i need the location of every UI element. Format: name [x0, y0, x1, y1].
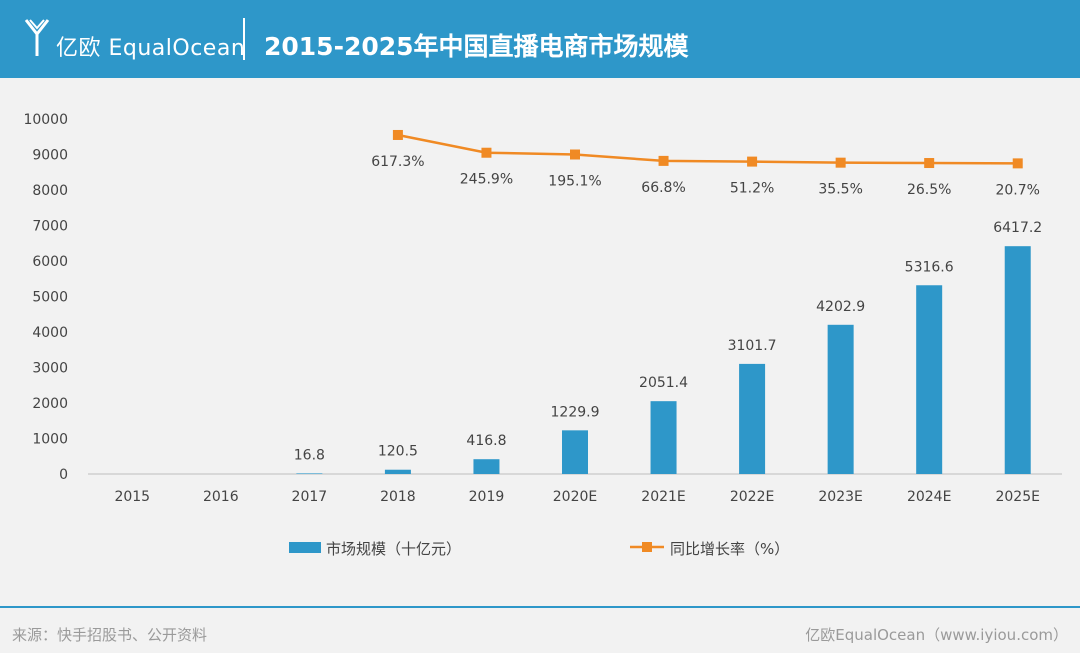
- bar-value-label: 5316.6: [905, 259, 954, 275]
- x-tick-label: 2025E: [995, 489, 1039, 505]
- line-series: 617.3% 245.9% 195.1% 66.8% 51.2% 35.5% 26.5% 20…: [371, 129, 1040, 198]
- legend-bar-swatch: [289, 542, 321, 553]
- bar-value-label: 416.8: [466, 433, 506, 449]
- x-tick-label: 2020E: [553, 489, 597, 505]
- chart-svg: 0 1000 2000 3000 4000 5000 6000 7000 8000 9000 100…: [23, 112, 1062, 558]
- x-tick-label: 2017: [292, 489, 328, 505]
- x-axis: 2015 2016 2017 2018 2019 2020E 2021E 2022E 2023E…: [88, 473, 1062, 505]
- x-tick-label: 2019: [469, 489, 505, 505]
- bar: [473, 459, 500, 474]
- equalocean-logo-icon: [24, 19, 50, 56]
- bar-value-label: 3101.7: [728, 338, 777, 354]
- legend-bar-label: 市场规模（十亿元）: [326, 540, 461, 558]
- legend-line-label: 同比增长率（%）: [670, 540, 789, 558]
- chart-area: 0 1000 2000 3000 4000 5000 6000 7000 8000 9000 100…: [0, 78, 1080, 606]
- y-tick-label: 9000: [32, 148, 68, 164]
- line-point: [835, 157, 846, 168]
- x-tick-label: 2018: [380, 489, 416, 505]
- line-value-label: 51.2%: [730, 181, 774, 197]
- line-point: [924, 158, 935, 169]
- bar: [650, 401, 677, 474]
- header-bar: 亿欧 EqualOcean 2015-2025年中国直播电商市场规模: [0, 0, 1080, 78]
- y-tick-label: 0: [59, 467, 68, 483]
- y-tick-label: 3000: [32, 361, 68, 377]
- bar: [827, 324, 854, 474]
- line-point: [747, 156, 758, 167]
- line-value-label: 35.5%: [818, 182, 862, 198]
- growth-line: [397, 133, 1018, 165]
- y-tick-label: 5000: [32, 290, 68, 306]
- page-title: 2015-2025年中国直播电商市场规模: [264, 32, 689, 61]
- line-value-label: 195.1%: [548, 174, 601, 190]
- bar: [739, 363, 766, 474]
- bar-value-label: 6417.2: [993, 220, 1042, 236]
- legend-line-marker: [642, 542, 652, 552]
- y-tick-label: 10000: [23, 112, 68, 128]
- x-tick-label: 2016: [203, 489, 239, 505]
- line-value-label: 617.3%: [371, 154, 424, 170]
- source-note: 来源：快手招股书、公开资料: [12, 626, 208, 644]
- x-tick-label: 2024E: [907, 489, 951, 505]
- bar-value-label: 4202.9: [816, 299, 865, 315]
- bar-value-label: 2051.4: [639, 375, 688, 391]
- x-tick-label: 2021E: [641, 489, 685, 505]
- bar-value-label: 1229.9: [551, 404, 600, 420]
- bar: [562, 430, 588, 474]
- y-tick-label: 1000: [32, 432, 68, 448]
- y-tick-label: 4000: [32, 325, 68, 341]
- y-axis: 0 1000 2000 3000 4000 5000 6000 7000 8000 9000 100…: [23, 112, 68, 483]
- x-tick-label: 2023E: [818, 489, 862, 505]
- bar: [296, 473, 323, 474]
- header-divider: [243, 18, 245, 60]
- logo-text: 亿欧 EqualOcean: [56, 36, 246, 61]
- credit-note: 亿欧EqualOcean（www.iyiou.com）: [805, 626, 1068, 644]
- bar-series: 16.8 120.5 416.8 1229.9 2051.4 3101.7 4202.9 53…: [294, 220, 1042, 474]
- bar: [384, 469, 411, 474]
- line-point: [481, 147, 492, 158]
- line-value-label: 66.8%: [641, 180, 685, 196]
- bar: [1004, 246, 1031, 474]
- footer-rule: [0, 606, 1080, 608]
- y-tick-label: 2000: [32, 396, 68, 412]
- y-tick-label: 7000: [32, 219, 68, 235]
- line-value-label: 26.5%: [907, 182, 951, 198]
- x-tick-label: 2022E: [730, 489, 774, 505]
- line-point: [1012, 158, 1023, 169]
- legend: 市场规模（十亿元） 同比增长率（%）: [289, 540, 789, 558]
- line-value-label: 20.7%: [995, 182, 1039, 198]
- bar: [916, 285, 943, 474]
- line-point: [392, 129, 403, 140]
- x-tick-label: 2015: [114, 489, 150, 505]
- bar-value-label: 120.5: [378, 444, 418, 460]
- line-point: [570, 149, 580, 160]
- y-tick-label: 8000: [32, 183, 68, 199]
- footer: 来源：快手招股书、公开资料 亿欧EqualOcean（www.iyiou.com…: [0, 608, 1080, 653]
- line-point: [658, 155, 669, 166]
- line-value-label: 245.9%: [460, 172, 513, 188]
- bar-value-label: 16.8: [294, 447, 325, 463]
- y-tick-label: 6000: [32, 254, 68, 270]
